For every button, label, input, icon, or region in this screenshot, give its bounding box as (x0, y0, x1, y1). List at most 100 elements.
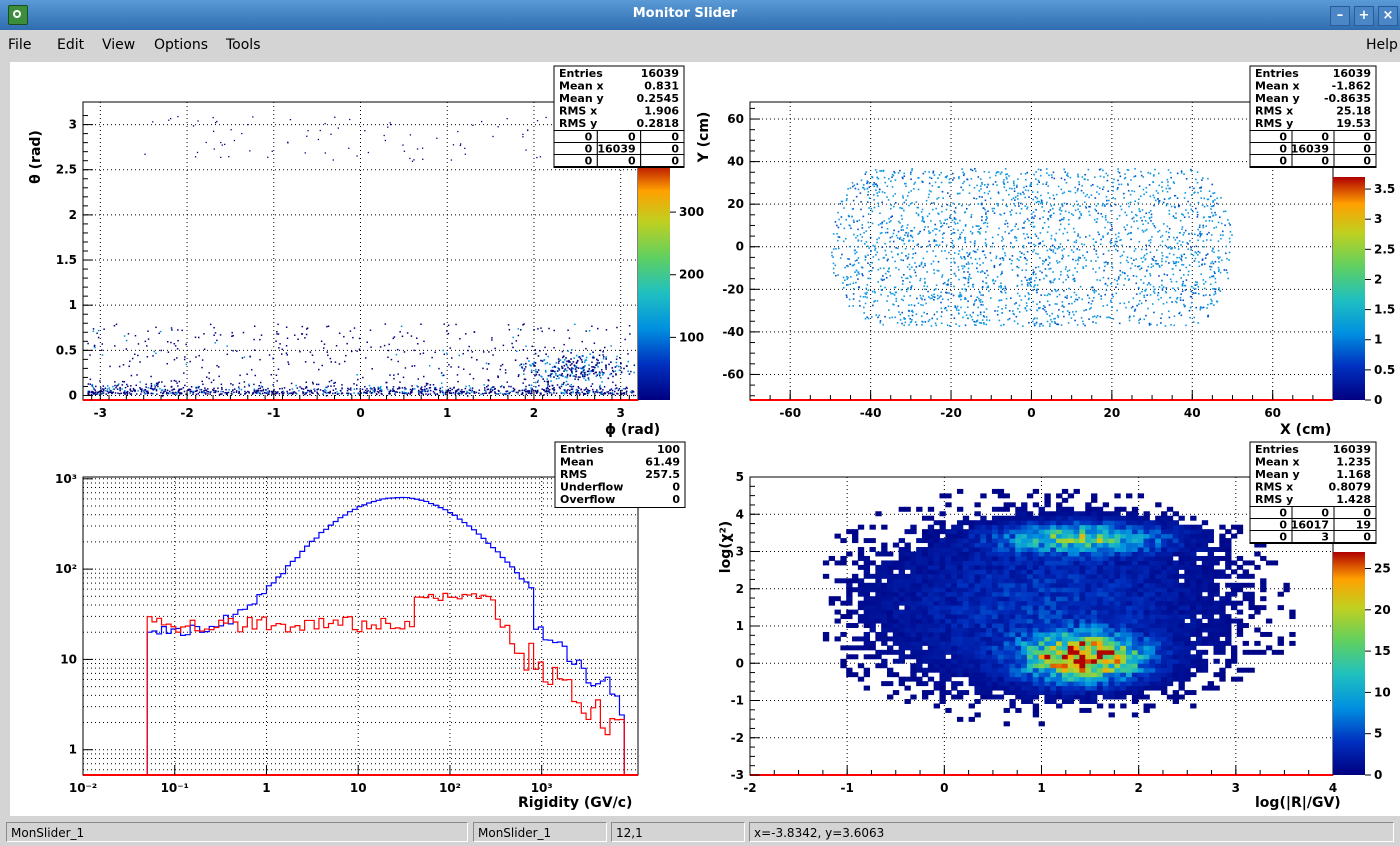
tl-point (272, 357, 274, 360)
tl-point (395, 353, 398, 356)
tl-point (155, 388, 158, 391)
tl-point (163, 391, 165, 393)
tl-point (561, 372, 563, 375)
tl-point (546, 361, 549, 364)
tl-point (544, 369, 547, 372)
tl-point (403, 351, 406, 353)
tl-point (364, 357, 367, 359)
tr-point (1106, 199, 1108, 202)
br-cell (869, 614, 876, 620)
tl-point (435, 388, 438, 391)
tr-point (1085, 236, 1087, 238)
root-canvas[interactable]: -3 -2 -1 0 1 2 3 0 0.5 1 1.5 2 2.5 3 ϕ (rad) θ (rad)… (10, 62, 1400, 816)
tr-point (953, 257, 955, 260)
tl-point (301, 333, 303, 335)
br-cell (869, 524, 876, 530)
minimize-button[interactable]: – (1330, 6, 1350, 26)
tr-point (1027, 189, 1030, 192)
tl-point (595, 364, 597, 366)
tr-point (847, 188, 849, 190)
br-cell (921, 654, 929, 660)
tl-point (97, 336, 100, 339)
menu-help[interactable]: Help (1366, 37, 1398, 53)
tl-point (100, 390, 102, 393)
tl-point (338, 363, 341, 365)
tl-point (585, 347, 587, 350)
tr-point (930, 263, 933, 265)
menu-file[interactable]: File (8, 37, 32, 53)
tr-point (915, 323, 918, 326)
tr-point (946, 192, 949, 194)
tr-point (909, 275, 912, 277)
menu-edit[interactable]: Edit (57, 37, 85, 53)
tl-point (540, 359, 542, 362)
br-cell (863, 645, 871, 651)
tr-point (883, 278, 885, 281)
tr-point (920, 261, 923, 264)
tr-point (855, 195, 858, 198)
tr-point (916, 297, 918, 300)
tr-point (1031, 191, 1034, 193)
tl-point (228, 388, 230, 391)
tr-point (953, 210, 956, 213)
tr-point (1072, 258, 1074, 261)
tl-point (369, 329, 372, 331)
tr-point (980, 219, 983, 222)
tl-point (123, 392, 126, 395)
tl-point (254, 374, 256, 377)
tl-point (566, 376, 568, 379)
br-cell (892, 587, 900, 593)
tr-point (1078, 211, 1081, 213)
br-cell (916, 573, 923, 579)
tr-point (1210, 208, 1212, 210)
tr-point (909, 234, 912, 237)
tr-point (927, 196, 930, 199)
br-cell (921, 609, 929, 615)
tl-point (322, 389, 324, 392)
maximize-button[interactable]: + (1354, 6, 1374, 26)
tr-point (840, 200, 843, 203)
menu-tools[interactable]: Tools (226, 37, 261, 53)
tr-point (1113, 244, 1115, 247)
tr-point (1034, 215, 1036, 217)
tr-point (941, 233, 944, 236)
tr-point (1011, 259, 1013, 262)
tr-point (1181, 241, 1184, 243)
tl-point (279, 387, 281, 390)
tr-point (903, 172, 906, 175)
tr-point (904, 182, 906, 185)
tl-point (546, 380, 548, 383)
tr-point (1206, 205, 1209, 207)
tr-point (1195, 306, 1198, 309)
tr-point (1084, 173, 1086, 176)
tr-point (879, 170, 881, 172)
br-cell (904, 640, 911, 646)
menu-options[interactable]: Options (154, 37, 209, 53)
tr-point (872, 183, 874, 186)
tl-point (554, 370, 556, 373)
close-button[interactable]: × (1378, 6, 1398, 26)
menu-view[interactable]: View (102, 37, 136, 53)
plot-canvas[interactable]: -3 -2 -1 0 1 2 3 00.511.522.53 ϕ (rad) θ (rad)… (10, 62, 1400, 816)
tr-point (1148, 244, 1151, 247)
tr-point (1155, 190, 1158, 192)
br-cell (904, 551, 911, 557)
tr-point (946, 324, 949, 327)
br-cell (846, 578, 853, 584)
tr-point (970, 177, 973, 180)
tr-point (911, 230, 914, 232)
pad-theta-phi[interactable]: -3 -2 -1 0 1 2 3 00.511.522.53 ϕ (rad) θ (rad)… (28, 65, 704, 438)
tr-point (1058, 293, 1061, 296)
tr-point (933, 240, 935, 243)
tl-point (529, 364, 531, 366)
tr-point (1026, 284, 1029, 286)
tr-point (888, 309, 890, 311)
tr-point (1052, 251, 1054, 253)
tr-point (1092, 286, 1094, 289)
